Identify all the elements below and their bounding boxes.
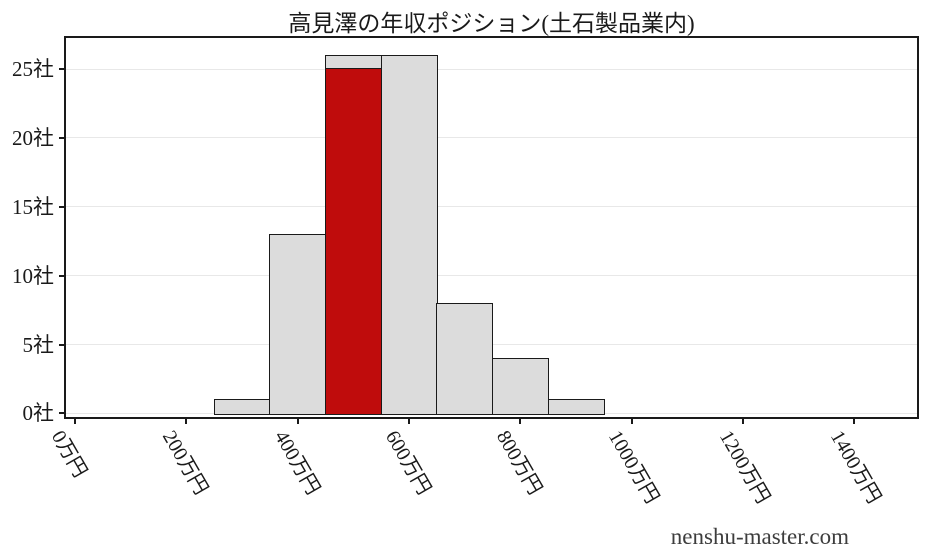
watermark: nenshu-master.com xyxy=(670,524,849,549)
histogram-bar xyxy=(269,233,327,416)
gridline xyxy=(66,137,917,139)
x-tick-mark xyxy=(742,419,745,424)
x-tick-mark xyxy=(519,419,522,424)
x-tick-label: 600万円 xyxy=(381,427,436,499)
highlight-bar xyxy=(324,68,383,416)
x-tick-mark xyxy=(296,419,299,424)
y-tick-label: 0社 xyxy=(22,401,55,426)
y-tick-mark xyxy=(59,274,64,277)
histogram-bar xyxy=(547,398,605,416)
histogram-bar xyxy=(491,357,550,416)
chart-title: 高見澤の年収ポジション(土石製品業内) xyxy=(288,11,695,36)
x-tick-mark xyxy=(853,419,856,424)
x-tick-label: 1200万円 xyxy=(715,427,775,508)
x-tick-label: 400万円 xyxy=(269,427,324,499)
y-tick-label: 10社 xyxy=(12,263,54,288)
x-tick-label: 800万円 xyxy=(492,427,547,499)
gridline xyxy=(66,206,917,208)
gridline xyxy=(66,275,917,277)
x-tick-label: 200万円 xyxy=(158,427,213,499)
x-tick-mark xyxy=(185,419,188,424)
x-tick-mark xyxy=(408,419,411,424)
x-tick-label: 1000万円 xyxy=(603,427,663,508)
y-tick-label: 15社 xyxy=(12,194,54,219)
y-tick-label: 5社 xyxy=(22,332,55,357)
y-tick-mark xyxy=(59,412,64,415)
y-tick-mark xyxy=(59,205,64,208)
y-tick-mark xyxy=(59,68,64,71)
y-tick-label: 25社 xyxy=(12,57,54,82)
x-tick-mark xyxy=(74,419,77,424)
x-tick-label: 1400万円 xyxy=(826,427,886,508)
gridline xyxy=(66,68,917,70)
y-tick-label: 20社 xyxy=(12,125,54,150)
y-tick-mark xyxy=(59,136,64,139)
x-tick-mark xyxy=(630,419,633,424)
histogram-bar xyxy=(436,302,494,416)
plot-area xyxy=(64,36,919,419)
y-tick-mark xyxy=(59,343,64,346)
histogram-bar xyxy=(213,398,271,416)
x-tick-label: 0万円 xyxy=(47,427,92,482)
histogram-bar xyxy=(380,54,438,416)
